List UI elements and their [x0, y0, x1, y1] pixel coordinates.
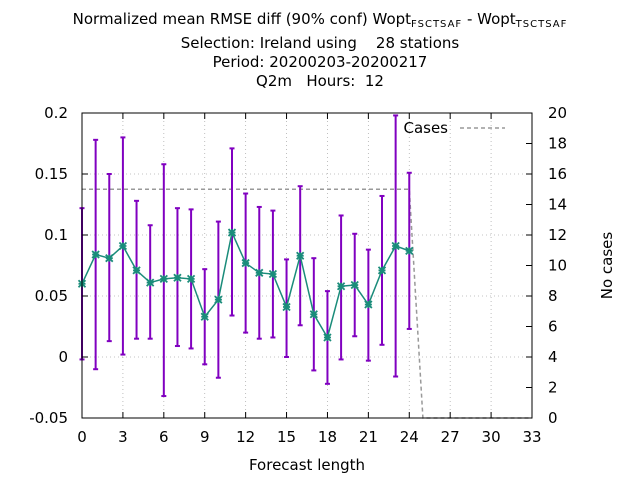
data-point — [377, 266, 387, 275]
data-point — [350, 280, 359, 290]
x-tick-label: 18 — [318, 428, 337, 446]
data-point — [214, 295, 223, 304]
y-tick-label: 0.05 — [35, 287, 68, 305]
chart-title: Normalized mean RMSE diff (90% conf) Wop… — [0, 10, 640, 91]
mean-series — [77, 228, 414, 342]
y-tick-label: 0 — [58, 348, 68, 366]
data-point — [91, 250, 100, 259]
data-point — [173, 273, 182, 282]
y2-tick-label: 12 — [548, 226, 567, 244]
y-tick-label: -0.05 — [29, 409, 68, 427]
data-point — [391, 241, 400, 251]
x-tick-label: 24 — [400, 428, 419, 446]
y2-tick-label: 14 — [548, 196, 567, 214]
data-point — [268, 269, 278, 279]
data-point — [296, 251, 305, 260]
data-point — [309, 310, 318, 319]
y2-tick-label: 18 — [548, 135, 567, 153]
legend: Cases — [403, 119, 505, 137]
y2-tick-label: 20 — [548, 104, 567, 122]
data-point — [336, 282, 346, 291]
data-point — [405, 246, 414, 255]
x-tick-label: 27 — [441, 428, 460, 446]
title-line-4: Q2m Hours: 12 — [256, 72, 384, 90]
data-point — [132, 266, 141, 275]
y2-tick-label: 6 — [548, 318, 558, 336]
data-point — [118, 241, 128, 251]
x-tick-label: 0 — [77, 428, 87, 446]
data-point — [105, 254, 114, 263]
data-point — [282, 302, 291, 312]
legend-label-cases: Cases — [403, 119, 448, 137]
x-tick-label: 15 — [277, 428, 296, 446]
x-tick-label: 33 — [522, 428, 541, 446]
x-tick-label: 6 — [159, 428, 169, 446]
y2-tick-label: 0 — [548, 409, 558, 427]
data-point — [255, 268, 264, 277]
y-tick-label: 0.15 — [35, 165, 68, 183]
data-point — [241, 258, 250, 268]
y2-axis-label: No cases — [598, 232, 616, 300]
title-line-3: Period: 20200203-20200217 — [212, 53, 428, 71]
x-tick-label: 21 — [359, 428, 378, 446]
data-point — [323, 333, 332, 342]
x-tick-label: 30 — [482, 428, 501, 446]
data-point — [200, 312, 209, 321]
x-tick-label: 3 — [118, 428, 128, 446]
data-point — [364, 300, 373, 309]
y-tick-label: 0.1 — [44, 226, 68, 244]
y2-tick-label: 8 — [548, 287, 558, 305]
y2-tick-label: 2 — [548, 379, 558, 397]
data-point — [146, 278, 155, 287]
title-line-1: Normalized mean RMSE diff (90% conf) Wop… — [72, 10, 568, 30]
y-tick-label: 0.2 — [44, 104, 68, 122]
data-point — [186, 274, 196, 284]
x-axis-label: Forecast length — [249, 456, 365, 474]
data-point — [227, 228, 237, 237]
title-line-2: Selection: Ireland using 28 stations — [180, 34, 460, 52]
data-point — [159, 274, 168, 284]
y2-tick-label: 16 — [548, 165, 567, 183]
ticks: 0 3 6 9 12 15 18 21 24 27 30 33-0.0500.050.10.150.2… — [29, 104, 567, 446]
y2-tick-label: 4 — [548, 348, 558, 366]
x-tick-label: 12 — [236, 428, 255, 446]
x-tick-label: 9 — [200, 428, 210, 446]
y2-tick-label: 10 — [548, 257, 567, 275]
